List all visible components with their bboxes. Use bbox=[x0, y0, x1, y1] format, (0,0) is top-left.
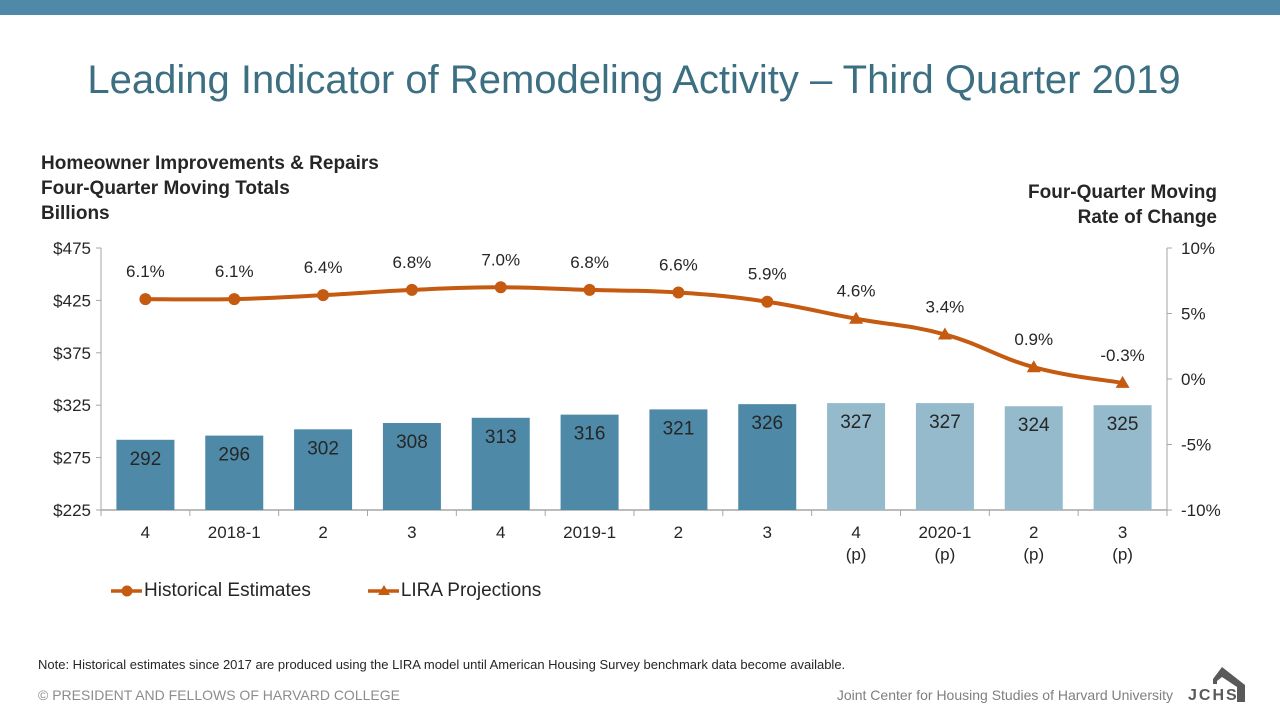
historical-point-marker bbox=[228, 293, 241, 306]
left-axis-tick-label: $375 bbox=[53, 344, 91, 363]
legend-item-projections: LIRA Projections bbox=[367, 580, 541, 602]
bar-value-label: 292 bbox=[130, 449, 162, 470]
right-axis-tick-label: 5% bbox=[1181, 305, 1206, 324]
right-axis-title: Four-Quarter Moving Rate of Change bbox=[1028, 180, 1217, 230]
left-axis-title-line: Four-Quarter Moving Totals bbox=[41, 178, 290, 199]
legend-item-historical: Historical Estimates bbox=[110, 580, 311, 602]
projection-point-marker bbox=[937, 327, 952, 340]
x-axis-tick-label: 3 bbox=[1118, 523, 1127, 542]
bar-value-label: 326 bbox=[751, 413, 783, 434]
bar bbox=[382, 423, 441, 510]
bar-value-label: 325 bbox=[1107, 414, 1139, 435]
bar bbox=[205, 435, 264, 510]
footnote: Note: Historical estimates since 2017 ar… bbox=[38, 657, 846, 672]
circle-line-marker-icon bbox=[111, 585, 142, 597]
bar bbox=[649, 409, 708, 510]
rate-data-label: 3.4% bbox=[926, 297, 965, 316]
rate-of-change-line bbox=[145, 285, 1123, 385]
projection-point-marker bbox=[1115, 375, 1130, 388]
x-axis-tick-label: 2 bbox=[318, 523, 327, 542]
rate-data-label: 7.0% bbox=[481, 250, 520, 269]
x-axis-tick-label: 2018-1 bbox=[208, 523, 261, 542]
rate-data-label: 6.6% bbox=[659, 256, 698, 275]
organization-name: Joint Center for Housing Studies of Harv… bbox=[836, 687, 1173, 703]
bar-value-label: 327 bbox=[929, 412, 961, 433]
triangle-line-marker-icon bbox=[367, 585, 399, 595]
bar-value-label: 296 bbox=[218, 445, 250, 466]
bar-value-label: 321 bbox=[663, 418, 695, 439]
x-axis-tick-label: 4 bbox=[496, 523, 505, 542]
x-axis-tick-label: 3 bbox=[763, 523, 772, 542]
right-axis-title-line: Four-Quarter Moving bbox=[1028, 182, 1217, 203]
x-axis-tick-label: 4 bbox=[141, 523, 150, 542]
bar bbox=[738, 404, 797, 510]
rate-data-label: 4.6% bbox=[837, 282, 876, 301]
historical-point-marker bbox=[494, 281, 507, 294]
right-axis-tick-label: -5% bbox=[1181, 436, 1211, 455]
x-axis-tick-sublabel: (p) bbox=[935, 545, 956, 564]
bar bbox=[1004, 406, 1063, 510]
right-axis-tick-label: -10% bbox=[1181, 501, 1221, 520]
left-axis-tick-label: $325 bbox=[53, 396, 91, 415]
rate-data-label: 6.1% bbox=[215, 262, 254, 281]
rate-data-label: 6.8% bbox=[570, 253, 609, 272]
logo-text: JCHS bbox=[1188, 687, 1239, 703]
jchs-logo-icon: JCHS bbox=[1188, 667, 1245, 703]
rate-data-label: 5.9% bbox=[748, 265, 787, 284]
bar-value-label: 327 bbox=[840, 412, 872, 433]
bar-value-label: 316 bbox=[574, 424, 606, 445]
x-axis-tick-label: 2 bbox=[674, 523, 683, 542]
left-axis-tick-label: $225 bbox=[53, 501, 91, 520]
projection-point-marker bbox=[1026, 360, 1041, 373]
bar bbox=[116, 439, 175, 510]
historical-point-marker bbox=[405, 283, 418, 296]
left-axis-title-line: Billions bbox=[41, 203, 110, 224]
bar bbox=[1093, 405, 1152, 510]
historical-point-marker bbox=[761, 295, 774, 308]
rate-data-label: 6.1% bbox=[126, 262, 165, 281]
page-title: Leading Indicator of Remodeling Activity… bbox=[87, 58, 1181, 102]
bar bbox=[471, 417, 530, 510]
x-axis-tick-sublabel: (p) bbox=[846, 545, 867, 564]
left-axis-tick-label: $425 bbox=[53, 291, 91, 310]
bar bbox=[915, 403, 974, 510]
left-axis-title-line: Homeowner Improvements & Repairs bbox=[41, 153, 379, 174]
bar bbox=[294, 429, 353, 510]
left-axis-tick-label: $475 bbox=[53, 239, 91, 258]
historical-point-marker bbox=[317, 289, 330, 302]
bar-value-label: 324 bbox=[1018, 415, 1050, 436]
projection-point-marker bbox=[849, 311, 864, 324]
historical-point-marker bbox=[139, 293, 152, 306]
legend-label: LIRA Projections bbox=[400, 580, 542, 601]
legend-label: Historical Estimates bbox=[144, 580, 311, 601]
historical-point-marker bbox=[583, 283, 596, 296]
x-axis-tick-label: 3 bbox=[407, 523, 416, 542]
left-axis-title: Homeowner Improvements & Repairs Four-Qu… bbox=[41, 151, 379, 226]
x-axis-tick-label: 4 bbox=[851, 523, 860, 542]
right-axis-title-line: Rate of Change bbox=[1077, 207, 1217, 228]
bar bbox=[827, 403, 886, 510]
rate-data-label: -0.3% bbox=[1100, 346, 1144, 365]
historical-point-marker bbox=[672, 286, 685, 299]
bar-value-label: 308 bbox=[396, 432, 428, 453]
bar-value-label: 313 bbox=[485, 427, 517, 448]
x-axis-tick-label: 2020-1 bbox=[918, 523, 971, 542]
x-axis-tick-sublabel: (p) bbox=[1112, 545, 1133, 564]
legend: Historical Estimates LIRA Projections bbox=[110, 580, 541, 602]
copyright-text: © PRESIDENT AND FELLOWS OF HARVARD COLLE… bbox=[38, 687, 400, 703]
bar bbox=[560, 414, 619, 510]
top-accent-bar bbox=[0, 0, 1280, 15]
x-axis-tick-sublabel: (p) bbox=[1023, 545, 1044, 564]
right-axis-tick-label: 10% bbox=[1181, 239, 1215, 258]
x-axis-tick-label: 2019-1 bbox=[563, 523, 616, 542]
left-axis-tick-label: $275 bbox=[53, 449, 91, 468]
rate-data-label: 0.9% bbox=[1014, 330, 1053, 349]
x-axis-tick-label: 2 bbox=[1029, 523, 1038, 542]
rate-data-label: 6.8% bbox=[393, 253, 432, 272]
bar-value-label: 302 bbox=[307, 438, 339, 459]
right-axis-tick-label: 0% bbox=[1181, 370, 1206, 389]
rate-data-label: 6.4% bbox=[304, 258, 343, 277]
